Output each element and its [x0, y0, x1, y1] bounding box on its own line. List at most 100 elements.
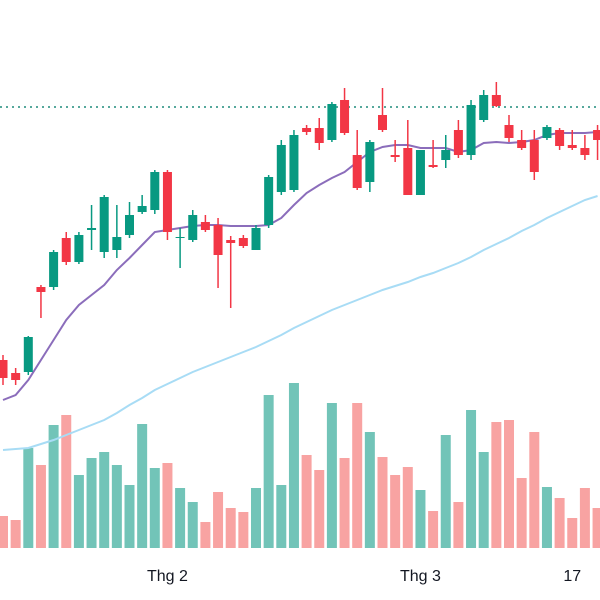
- volume-bar: [288, 383, 299, 548]
- candle-body: [441, 150, 451, 160]
- candle-body: [74, 235, 84, 262]
- volume-bar: [390, 475, 401, 548]
- volume-bar: [466, 410, 477, 548]
- candle-body: [504, 125, 514, 138]
- candle-body: [238, 238, 248, 246]
- volume-bar: [175, 488, 186, 548]
- candle-body: [49, 252, 59, 287]
- volume-bar: [377, 457, 388, 548]
- volume-bar: [579, 488, 590, 548]
- volume-bar: [73, 475, 84, 548]
- volume-bar: [35, 465, 46, 548]
- candle-body: [11, 373, 21, 380]
- moving-average-line: [2, 195, 598, 451]
- candle-body: [352, 155, 362, 188]
- volume-bar: [567, 518, 578, 548]
- candle-body: [580, 148, 590, 155]
- volume-bar: [504, 420, 514, 548]
- candle-body: [415, 150, 425, 195]
- volume-bar: [213, 492, 224, 548]
- volume-bar: [124, 485, 135, 548]
- candle-body: [188, 215, 198, 240]
- volume-bar: [111, 465, 122, 548]
- candle-body: [327, 104, 337, 140]
- candle-body: [87, 228, 97, 230]
- volume-bar: [402, 467, 413, 548]
- volume-bar: [86, 458, 97, 548]
- moving-average-line: [2, 131, 598, 401]
- volume-bar: [61, 415, 72, 548]
- candle-body: [213, 225, 223, 255]
- volume-bar: [415, 490, 426, 548]
- volume-bar: [453, 502, 464, 548]
- volume-bar: [352, 403, 363, 548]
- candle-body: [112, 237, 122, 250]
- volume-bar: [200, 522, 211, 548]
- volume-bar: [339, 458, 350, 548]
- volume-bar: [554, 498, 565, 548]
- candle-body: [175, 237, 185, 238]
- volume-bar: [364, 432, 375, 548]
- candle-body: [150, 172, 160, 210]
- candle-body: [529, 140, 539, 172]
- volume-bar: [516, 478, 527, 548]
- volume-bar: [0, 516, 8, 548]
- candle-body: [517, 140, 527, 148]
- volume-bar: [10, 520, 21, 548]
- candle-body: [479, 95, 489, 120]
- candle-body: [264, 177, 274, 225]
- candle-body: [390, 155, 400, 157]
- volume-bar: [276, 485, 287, 548]
- candle-body: [378, 115, 387, 130]
- candle-body: [428, 165, 438, 167]
- candle-body: [162, 172, 172, 232]
- candle-body: [289, 135, 299, 190]
- volume-bar: [263, 395, 274, 548]
- volume-bar: [541, 487, 552, 548]
- candle-body: [302, 128, 312, 132]
- volume-bar: [491, 422, 502, 548]
- x-tick-label: 17: [563, 568, 581, 585]
- x-tick-label: Thg 2: [147, 568, 188, 585]
- volume-bar: [137, 424, 148, 548]
- volume-bar: [238, 512, 249, 548]
- candle-body: [403, 148, 413, 195]
- volume-bar: [428, 511, 439, 548]
- candle-body: [36, 287, 46, 292]
- x-tick-label: Thg 3: [400, 568, 441, 585]
- candle-body: [491, 95, 501, 106]
- candle-body: [593, 130, 600, 140]
- candle-body: [466, 105, 476, 155]
- volume-bar: [529, 432, 540, 548]
- candle-body: [226, 240, 236, 243]
- volume-bar: [99, 452, 110, 548]
- volume-bar: [301, 455, 312, 548]
- candle-body: [200, 222, 210, 230]
- volume-bar: [478, 452, 489, 548]
- volume-bar: [314, 470, 325, 548]
- candle-body: [99, 197, 109, 252]
- volume-bar: [592, 508, 600, 548]
- candle-body: [0, 360, 8, 378]
- volume-bar: [162, 463, 173, 548]
- volume-bar: [23, 448, 34, 548]
- candle-body: [314, 128, 324, 143]
- candle-body: [340, 100, 350, 133]
- volume-bar: [251, 488, 261, 548]
- candle-body: [137, 206, 147, 212]
- volume-bar: [225, 508, 236, 548]
- candle-body: [567, 145, 577, 148]
- candle-body: [23, 337, 33, 372]
- candle-body: [542, 127, 552, 138]
- volume-bar: [187, 502, 198, 548]
- candle-body: [125, 215, 134, 235]
- candle-body: [365, 142, 375, 182]
- candle-body: [453, 130, 463, 155]
- candle-body: [555, 130, 565, 146]
- volume-bar: [440, 435, 451, 548]
- volume-bar: [149, 468, 160, 548]
- candle-body: [251, 228, 261, 250]
- volume-bar: [48, 425, 59, 548]
